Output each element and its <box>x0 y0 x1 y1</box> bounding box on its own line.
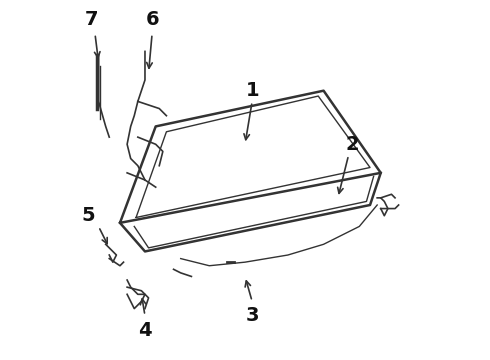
Text: 6: 6 <box>146 10 159 29</box>
Text: 3: 3 <box>245 306 259 325</box>
Text: 4: 4 <box>138 320 152 339</box>
Text: 2: 2 <box>345 135 359 154</box>
Text: 1: 1 <box>245 81 259 100</box>
Text: 5: 5 <box>81 206 95 225</box>
Text: 7: 7 <box>85 10 98 29</box>
